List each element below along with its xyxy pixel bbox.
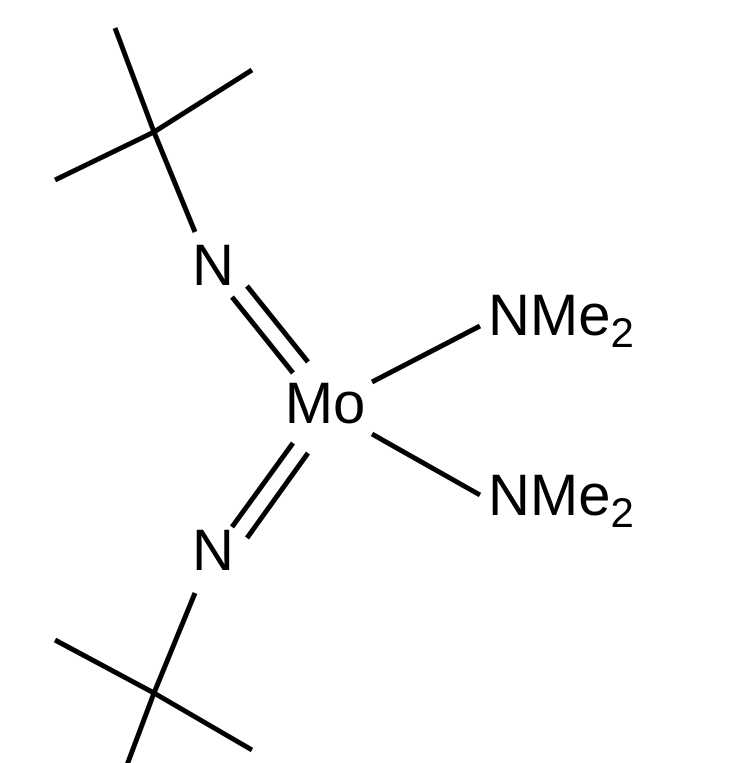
chemical-structure-diagram: Mo N N NMe2 NMe2 bbox=[0, 0, 746, 763]
bond-Mo-NMe2ur bbox=[372, 326, 480, 382]
atom-label-Mo: Mo bbox=[285, 371, 366, 436]
bond-tbu-ul-b bbox=[55, 132, 154, 180]
bond-Nbl-tbuC bbox=[154, 593, 195, 693]
bond-tbu-ul-a bbox=[154, 70, 252, 132]
bond-Mo-NMe2br bbox=[372, 434, 480, 495]
bond-Nul-tbuC bbox=[154, 132, 195, 232]
atom-label-N_ul: N bbox=[192, 233, 234, 298]
atoms-group: Mo N N NMe2 NMe2 bbox=[192, 233, 634, 583]
atom-label-NMe2_br: NMe2 bbox=[488, 463, 634, 536]
bond-tbu-ul-c bbox=[115, 28, 154, 132]
bonds-group bbox=[55, 28, 480, 763]
bond-tbu-bl-a bbox=[154, 693, 252, 750]
atom-label-NMe2_ur: NMe2 bbox=[488, 283, 634, 356]
bond-tbu-bl-b bbox=[55, 640, 154, 693]
bond-tbu-bl-c bbox=[115, 693, 154, 763]
atom-label-N_bl: N bbox=[192, 518, 234, 583]
